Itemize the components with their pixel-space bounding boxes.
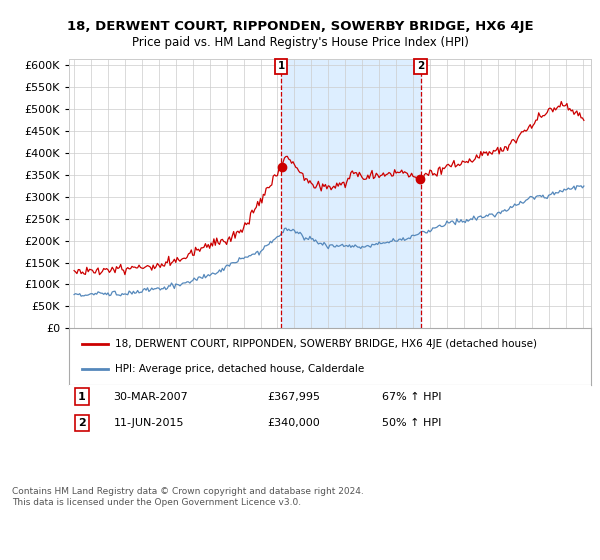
Text: Contains HM Land Registry data © Crown copyright and database right 2024.
This d: Contains HM Land Registry data © Crown c… [12, 487, 364, 507]
Text: HPI: Average price, detached house, Calderdale: HPI: Average price, detached house, Cald… [115, 364, 364, 374]
Text: £340,000: £340,000 [268, 418, 320, 428]
Text: 30-MAR-2007: 30-MAR-2007 [113, 391, 188, 402]
Text: 1: 1 [78, 391, 86, 402]
Text: 67% ↑ HPI: 67% ↑ HPI [382, 391, 442, 402]
Text: 18, DERWENT COURT, RIPPONDEN, SOWERBY BRIDGE, HX6 4JE (detached house): 18, DERWENT COURT, RIPPONDEN, SOWERBY BR… [115, 339, 537, 349]
Text: 11-JUN-2015: 11-JUN-2015 [113, 418, 184, 428]
Text: 2: 2 [417, 61, 424, 71]
Text: £367,995: £367,995 [268, 391, 320, 402]
Bar [281, 59, 421, 328]
Text: 1: 1 [278, 61, 285, 71]
Text: 50% ↑ HPI: 50% ↑ HPI [382, 418, 442, 428]
Text: 18, DERWENT COURT, RIPPONDEN, SOWERBY BRIDGE, HX6 4JE: 18, DERWENT COURT, RIPPONDEN, SOWERBY BR… [67, 20, 533, 32]
Text: Price paid vs. HM Land Registry's House Price Index (HPI): Price paid vs. HM Land Registry's House … [131, 36, 469, 49]
Text: 2: 2 [78, 418, 86, 428]
